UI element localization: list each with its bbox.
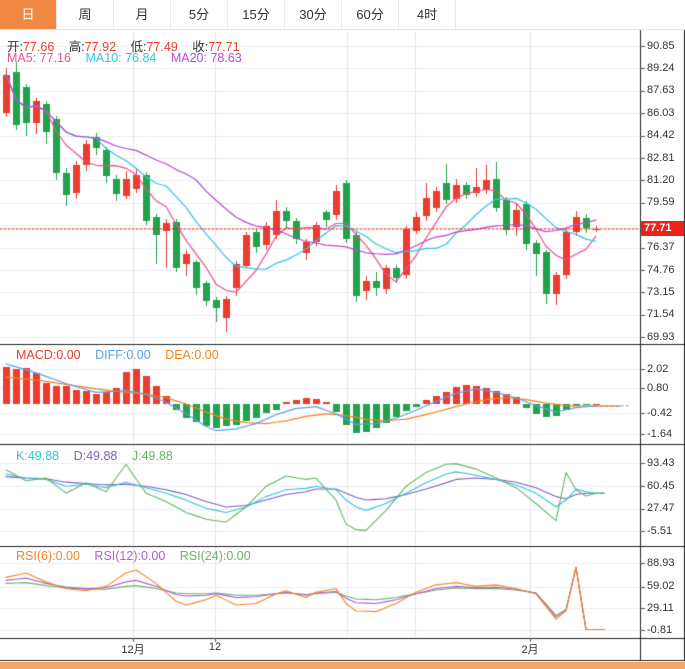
ma10-label: MA10: [85, 51, 122, 65]
y-axis-label: 0.80 [647, 381, 669, 394]
x-axis-label: 2月 [521, 644, 539, 656]
tab-day[interactable]: 日 [0, 0, 57, 29]
kdj-legend: K:49.88 D:49.88 J:49.88 [16, 449, 184, 463]
high-label: 高: [68, 40, 85, 54]
open-value: 77.66 [22, 40, 55, 54]
rsi24-value: 0.00 [226, 549, 251, 563]
rsi6-value: 0.00 [55, 549, 80, 563]
y-axis-label: -0.81 [647, 623, 673, 636]
y-axis-label: 27.47 [647, 502, 675, 515]
macd-value: 0.00 [56, 348, 81, 362]
y-axis-label: 69.93 [647, 330, 675, 343]
tab-5min[interactable]: 5分 [171, 0, 228, 29]
y-axis-label: 84.42 [647, 129, 675, 142]
ma5-label: MA5: [7, 51, 37, 65]
macd-legend: MACD:0.00 DIFF:0.00 DEA:0.00 [16, 348, 230, 362]
ohlc-legend: 开:77.66 高:77.92 低:77.49 收:77.71 [7, 36, 251, 55]
diff-label: DIFF: [95, 348, 127, 362]
macd-label: MACD: [16, 348, 57, 362]
ma5-value: 77.16 [39, 51, 71, 65]
low-label: 低: [130, 40, 147, 54]
current-price-badge: 77.71 [641, 221, 684, 236]
ma-legend: MA5: 77.16 MA10: 76.84 MA20: 78.63 [7, 51, 253, 65]
y-axis-label: 2.02 [647, 362, 669, 375]
rsi-legend: RSI(6):0.00 RSI(12):0.00 RSI(24):0.00 [16, 549, 262, 563]
k-value: 49.88 [27, 449, 60, 463]
x-axis-label: 12月 [121, 644, 145, 656]
tab-15min[interactable]: 15分 [228, 0, 285, 29]
rsi12-value: 0.00 [140, 549, 166, 563]
rsi24-label: RSI(24): [179, 549, 227, 563]
y-axis-label: 90.85 [647, 39, 675, 52]
y-axis-label: 74.76 [647, 263, 675, 276]
rsi12-label: RSI(12): [94, 549, 141, 563]
close-value: 77.71 [208, 40, 240, 54]
y-axis-label: 79.59 [647, 196, 675, 209]
open-label: 开: [7, 40, 23, 54]
y-axis-label: 93.43 [647, 456, 675, 469]
j-value: 49.88 [141, 449, 173, 463]
ma20-label: MA20: [170, 51, 207, 65]
y-axis-label: 87.63 [647, 84, 675, 97]
y-axis-label: 86.03 [647, 106, 675, 119]
y-axis-label: 82.81 [647, 151, 675, 164]
j-label: J: [131, 449, 142, 463]
y-axis-label: -1.64 [647, 427, 673, 440]
d-label: D: [73, 449, 87, 463]
y-axis-label: 29.11 [647, 601, 674, 614]
ma20-value: 78.63 [210, 51, 242, 65]
y-axis-label: 89.24 [647, 61, 675, 74]
high-value: 77.92 [84, 40, 117, 54]
y-axis-label: -0.42 [647, 406, 673, 419]
bottom-bar [0, 662, 685, 669]
ma10-value: 76.84 [125, 51, 157, 65]
timeframe-tabbar: 日 周 月 5分 15分 30分 60分 4时 [0, 0, 685, 30]
diff-value: 0.00 [126, 348, 151, 362]
y-axis-label: 59.02 [647, 580, 675, 593]
y-axis-label: 73.15 [647, 285, 675, 298]
k-label: K: [16, 449, 28, 463]
y-axis-label: 60.45 [647, 479, 675, 492]
tab-4hour[interactable]: 4时 [399, 0, 456, 29]
y-axis-label: 81.20 [647, 173, 675, 186]
y-axis-label: 76.37 [647, 241, 675, 254]
x-axis-label: 12 [208, 641, 222, 653]
low-value: 77.49 [146, 40, 178, 54]
tab-month[interactable]: 月 [114, 0, 171, 29]
y-axis-label: -5.51 [647, 524, 673, 537]
tab-60min[interactable]: 60分 [342, 0, 399, 29]
y-axis-label: 88.93 [647, 556, 675, 569]
tab-week[interactable]: 周 [57, 0, 114, 29]
d-value: 49.88 [86, 449, 118, 463]
close-label: 收: [192, 40, 209, 54]
dea-value: 0.00 [194, 348, 219, 362]
dea-label: DEA: [165, 348, 195, 362]
rsi6-label: RSI(6): [16, 549, 56, 563]
tab-30min[interactable]: 30分 [285, 0, 342, 29]
y-axis-label: 71.54 [647, 308, 675, 321]
